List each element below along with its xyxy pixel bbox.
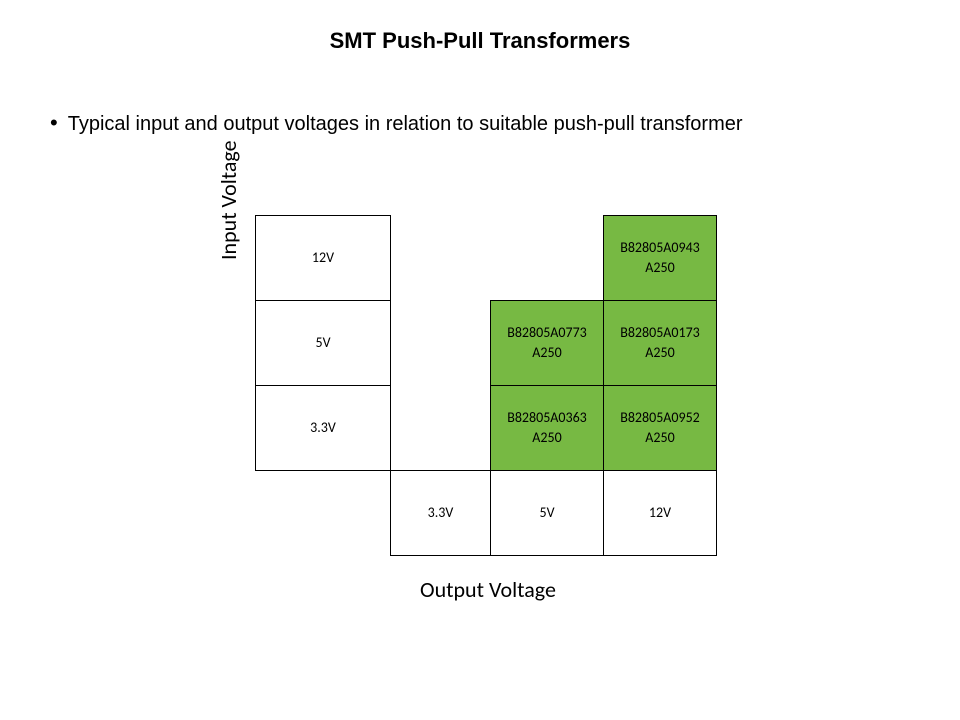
input-label-12v: 12V: [255, 215, 391, 301]
part-number: B82805A0952: [620, 408, 700, 428]
part-suffix: A250: [645, 428, 674, 448]
x-axis-label: Output Voltage: [420, 576, 556, 603]
part-cell-r2c2: B82805A0363 A250: [490, 385, 604, 471]
part-cell-r1c2: B82805A0773 A250: [490, 300, 604, 386]
part-number: B82805A0943: [620, 238, 700, 258]
part-cell-r1c3: B82805A0173 A250: [603, 300, 717, 386]
output-label-12v: 12V: [603, 470, 717, 556]
part-cell-r0c3: B82805A0943 A250: [603, 215, 717, 301]
bullet-dot-icon: •: [50, 110, 58, 136]
voltage-matrix: 12V B82805A0943 A250 5V B82805A0773 A250…: [255, 215, 717, 555]
part-number: B82805A0173: [620, 323, 700, 343]
input-label-3v3: 3.3V: [255, 385, 391, 471]
part-suffix: A250: [645, 343, 674, 363]
output-label-3v3: 3.3V: [390, 470, 491, 556]
bullet-text: Typical input and output voltages in rel…: [68, 110, 743, 138]
grid: 12V B82805A0943 A250 5V B82805A0773 A250…: [255, 215, 717, 555]
part-suffix: A250: [532, 428, 561, 448]
output-label-5v: 5V: [490, 470, 604, 556]
part-number: B82805A0363: [507, 408, 587, 428]
part-cell-r2c3: B82805A0952 A250: [603, 385, 717, 471]
part-suffix: A250: [532, 343, 561, 363]
y-axis-label: Input Voltage: [215, 140, 242, 260]
page-title: SMT Push-Pull Transformers: [0, 28, 960, 54]
part-suffix: A250: [645, 258, 674, 278]
input-label-5v: 5V: [255, 300, 391, 386]
bullet-item: • Typical input and output voltages in r…: [50, 110, 910, 138]
part-number: B82805A0773: [507, 323, 587, 343]
